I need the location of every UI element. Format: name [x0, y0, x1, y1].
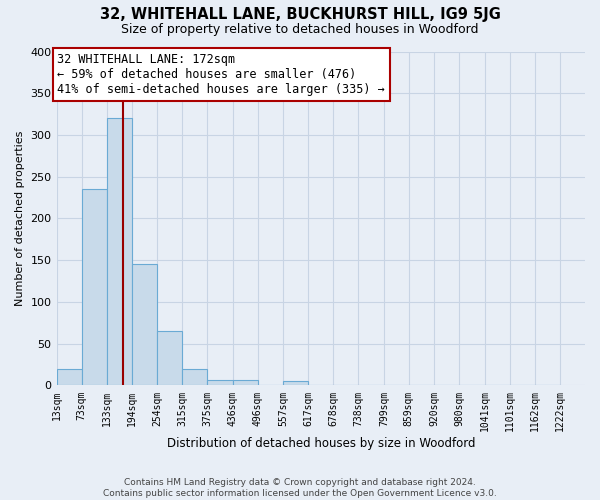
Bar	[207, 380, 233, 386]
Text: Size of property relative to detached houses in Woodford: Size of property relative to detached ho…	[121, 22, 479, 36]
Bar	[132, 264, 157, 386]
Text: 32, WHITEHALL LANE, BUCKHURST HILL, IG9 5JG: 32, WHITEHALL LANE, BUCKHURST HILL, IG9 …	[100, 8, 500, 22]
Bar	[233, 380, 257, 386]
X-axis label: Distribution of detached houses by size in Woodford: Distribution of detached houses by size …	[167, 437, 475, 450]
Bar	[107, 118, 132, 386]
Bar	[283, 382, 308, 386]
Bar	[82, 190, 107, 386]
Text: 32 WHITEHALL LANE: 172sqm
← 59% of detached houses are smaller (476)
41% of semi: 32 WHITEHALL LANE: 172sqm ← 59% of detac…	[58, 53, 385, 96]
Bar	[182, 369, 207, 386]
Text: Contains HM Land Registry data © Crown copyright and database right 2024.
Contai: Contains HM Land Registry data © Crown c…	[103, 478, 497, 498]
Bar	[56, 369, 82, 386]
Y-axis label: Number of detached properties: Number of detached properties	[15, 131, 25, 306]
Bar	[157, 331, 182, 386]
